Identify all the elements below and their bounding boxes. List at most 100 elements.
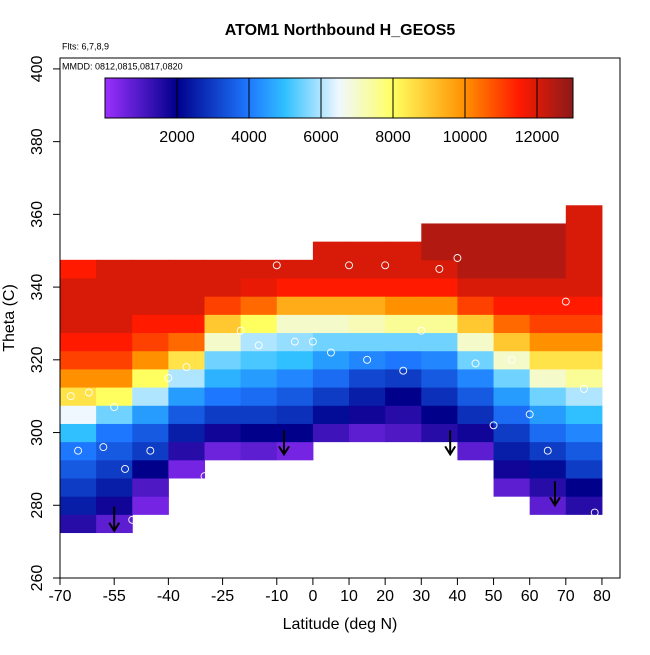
- heat-cell: [529, 423, 567, 443]
- y-tick-label: 320: [29, 346, 46, 373]
- heat-cell: [457, 332, 495, 352]
- heat-cell: [312, 387, 350, 406]
- heat-cell: [276, 296, 314, 315]
- heat-cell: [168, 314, 206, 334]
- flight-point: [507, 355, 516, 364]
- flight-point: [471, 359, 480, 368]
- flight-point: [74, 446, 83, 455]
- heat-cell: [132, 387, 169, 406]
- heat-cell: [276, 368, 314, 388]
- heat-cell: [240, 350, 278, 370]
- heat-cell: [276, 387, 314, 406]
- x-tick-label: -25: [211, 588, 234, 605]
- heat-cell: [96, 278, 133, 297]
- heat-cell: [312, 259, 350, 279]
- heat-cell: [204, 314, 242, 334]
- chart-title: ATOM1 Northbound H_GEOS5: [225, 22, 456, 39]
- heat-cell: [240, 314, 278, 334]
- heat-cell: [349, 350, 386, 370]
- heat-cell: [565, 496, 603, 515]
- heat-cell: [493, 441, 531, 461]
- heat-cell: [132, 259, 169, 279]
- heat-cell: [493, 478, 531, 497]
- heat-cell: [132, 405, 169, 424]
- flight-point: [84, 388, 93, 397]
- flight-point: [590, 508, 599, 517]
- heat-cell: [168, 332, 206, 352]
- heat-cell: [132, 278, 169, 297]
- heat-cell: [565, 296, 603, 315]
- flight-point: [345, 261, 353, 270]
- x-tick-label: 80: [593, 588, 611, 605]
- heat-cell: [529, 259, 567, 279]
- heat-cell: [529, 368, 567, 388]
- annotation: MMDD: 0812,0815,0817,0820: [62, 61, 183, 71]
- flight-point: [525, 410, 534, 419]
- heat-cell: [204, 368, 242, 388]
- heat-cell: [529, 459, 567, 479]
- heat-cell: [312, 278, 350, 297]
- flight-point: [453, 254, 462, 262]
- heat-cell: [276, 350, 314, 370]
- heat-cell: [96, 478, 133, 497]
- flight-point: [236, 326, 245, 335]
- heat-cell: [493, 278, 531, 297]
- heat-cell: [60, 350, 97, 370]
- heat-cell: [168, 405, 206, 424]
- heat-cell: [60, 259, 97, 279]
- heat-cell: [96, 350, 133, 370]
- heat-cell: [60, 478, 97, 497]
- heat-cell: [204, 278, 242, 297]
- heat-cell: [60, 368, 97, 388]
- flight-point: [290, 337, 299, 346]
- x-tick-label: 10: [340, 588, 358, 605]
- heat-cell: [421, 314, 458, 334]
- heat-cell: [421, 350, 458, 370]
- flight-point: [579, 384, 588, 393]
- heat-cell: [385, 314, 422, 334]
- heat-cell: [529, 296, 567, 315]
- heat-cell: [312, 241, 350, 261]
- heat-cell: [421, 405, 458, 424]
- heat-cell: [60, 496, 97, 515]
- arrow-head: [549, 496, 561, 508]
- heat-cell: [276, 314, 314, 334]
- heat-cell: [96, 387, 133, 406]
- annotation: Flts: 6,7,8,9: [62, 41, 109, 51]
- heat-cell: [565, 459, 603, 479]
- heat-cell: [60, 387, 97, 406]
- heat-cell: [168, 368, 206, 388]
- x-tick-label: -70: [48, 588, 71, 605]
- heat-cell: [349, 241, 386, 261]
- x-tick-label: 20: [376, 588, 394, 605]
- heat-cell: [349, 405, 386, 424]
- arrow-head: [108, 522, 121, 533]
- heat-cell: [565, 387, 603, 406]
- colorbar-tick-label: 12000: [515, 129, 560, 146]
- heat-cell: [312, 314, 350, 334]
- heat-cell: [529, 332, 567, 352]
- heat-cell: [312, 296, 350, 315]
- flight-point: [254, 341, 263, 350]
- heat-cell: [565, 278, 603, 297]
- heat-cell: [565, 205, 603, 224]
- heat-cell: [385, 423, 422, 443]
- flight-point: [399, 366, 408, 375]
- heat-cell: [132, 496, 169, 515]
- heat-cell: [240, 278, 278, 297]
- x-tick-label: 50: [485, 588, 503, 605]
- y-tick-label: 400: [29, 55, 46, 82]
- heat-cell: [168, 441, 206, 461]
- y-tick-label: 260: [29, 565, 46, 592]
- heat-cell: [457, 405, 495, 424]
- heat-cell: [96, 459, 133, 479]
- heat-cell: [204, 332, 242, 352]
- heat-cell: [168, 296, 206, 315]
- heat-cell: [96, 259, 133, 279]
- heat-cell: [132, 478, 169, 497]
- heat-cell: [421, 368, 458, 388]
- heatmap: [60, 205, 603, 534]
- heat-cell: [132, 368, 169, 388]
- heat-cell: [565, 223, 603, 243]
